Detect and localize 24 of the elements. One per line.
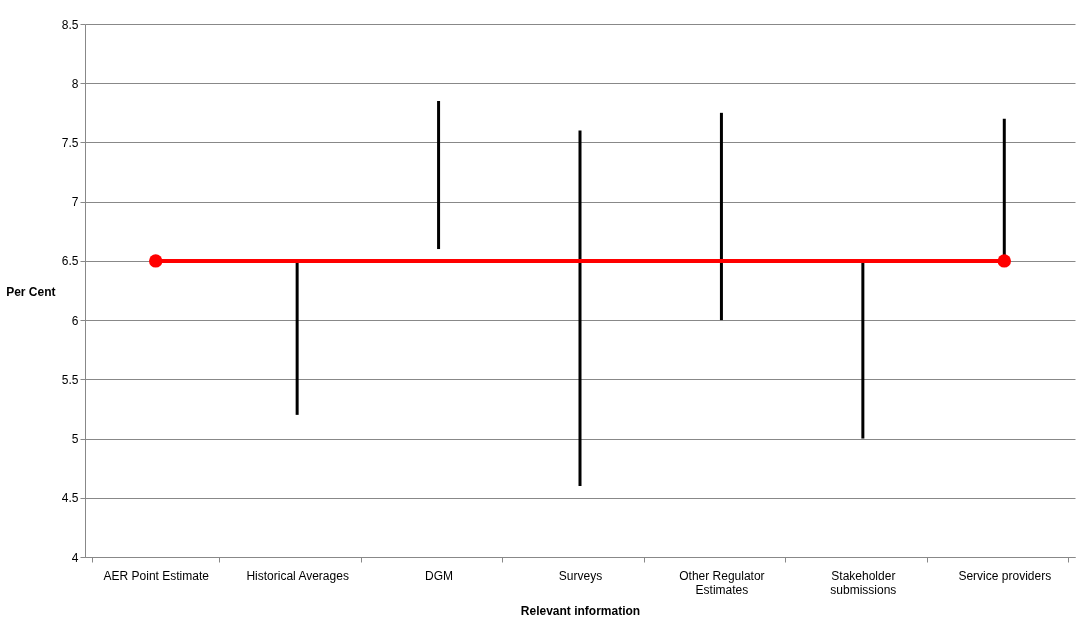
x-tick-label: Surveys <box>558 568 603 583</box>
y-tick-label: 8.5 <box>61 17 79 32</box>
x-axis-title: Relevant information <box>520 603 641 618</box>
bar <box>437 100 441 250</box>
y-tick-label: 8 <box>71 76 79 91</box>
y-tick-label: 6 <box>71 313 79 328</box>
x-tick-label: Other Regulator Estimates <box>679 568 765 597</box>
y-tick-label: 4 <box>71 550 79 565</box>
bar <box>578 130 582 486</box>
x-tick-label: DGM <box>425 568 454 583</box>
x-tick-label: Stakeholder submissions <box>830 568 897 597</box>
bar <box>861 260 865 439</box>
x-tick-label: Service providers <box>958 568 1052 583</box>
y-tick-label: 5.5 <box>61 372 79 387</box>
y-tick-label: 4.5 <box>61 491 79 506</box>
y-tick-label: 7 <box>71 195 79 210</box>
y-tick-label: 7.5 <box>61 135 79 150</box>
bar <box>719 112 723 321</box>
bar <box>295 260 299 415</box>
x-tick-label: Historical Averages <box>246 568 349 583</box>
x-tick-label: AER Point Estimate <box>103 568 210 583</box>
y-axis-title: Per Cent <box>6 284 56 299</box>
y-tick-label: 6.5 <box>61 254 79 269</box>
y-tick-label: 5 <box>71 432 79 447</box>
